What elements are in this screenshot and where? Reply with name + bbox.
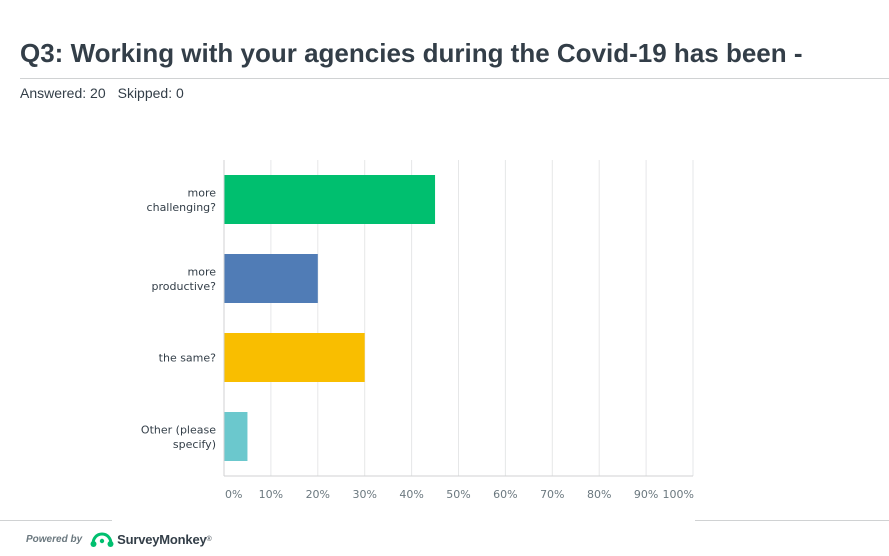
x-tick-label: 0% (225, 488, 242, 501)
x-tick-label: 10% (259, 488, 283, 501)
x-tick-label: 80% (587, 488, 611, 501)
x-tick-label: 50% (446, 488, 470, 501)
footer-divider-right (695, 520, 889, 521)
category-label: productive? (152, 280, 217, 293)
brand-registered-mark: ® (206, 535, 212, 543)
x-tick-label: 60% (493, 488, 517, 501)
powered-by-label: Powered by (26, 533, 83, 545)
question-title: Q3: Working with your agencies during th… (20, 38, 803, 68)
x-tick-label: 100% (663, 488, 694, 501)
category-label: specify) (173, 438, 216, 451)
footer-divider-left (0, 520, 112, 521)
category-label: the same? (159, 352, 217, 365)
bar (224, 254, 318, 303)
skipped-count: Skipped: 0 (117, 85, 184, 101)
category-label: Other (please (141, 423, 216, 436)
x-tick-label: 90% (634, 488, 658, 501)
title-divider (20, 78, 889, 79)
x-tick-label: 30% (352, 488, 376, 501)
category-label: more (188, 186, 217, 199)
category-label: more (188, 265, 217, 278)
category-label: challenging? (147, 201, 217, 214)
x-tick-label: 20% (306, 488, 330, 501)
brand-name: SurveyMonkey (117, 531, 207, 547)
answered-count: Answered: 20 (20, 85, 106, 101)
x-tick-label: 70% (540, 488, 564, 501)
bar (224, 333, 365, 382)
surveymonkey-logo-icon (90, 532, 114, 547)
bar (224, 412, 248, 461)
footer: Powered by SurveyMonkey ® (26, 528, 212, 550)
x-tick-label: 40% (399, 488, 423, 501)
response-stats: Answered: 20 Skipped: 0 (20, 85, 184, 101)
bar (224, 175, 436, 224)
